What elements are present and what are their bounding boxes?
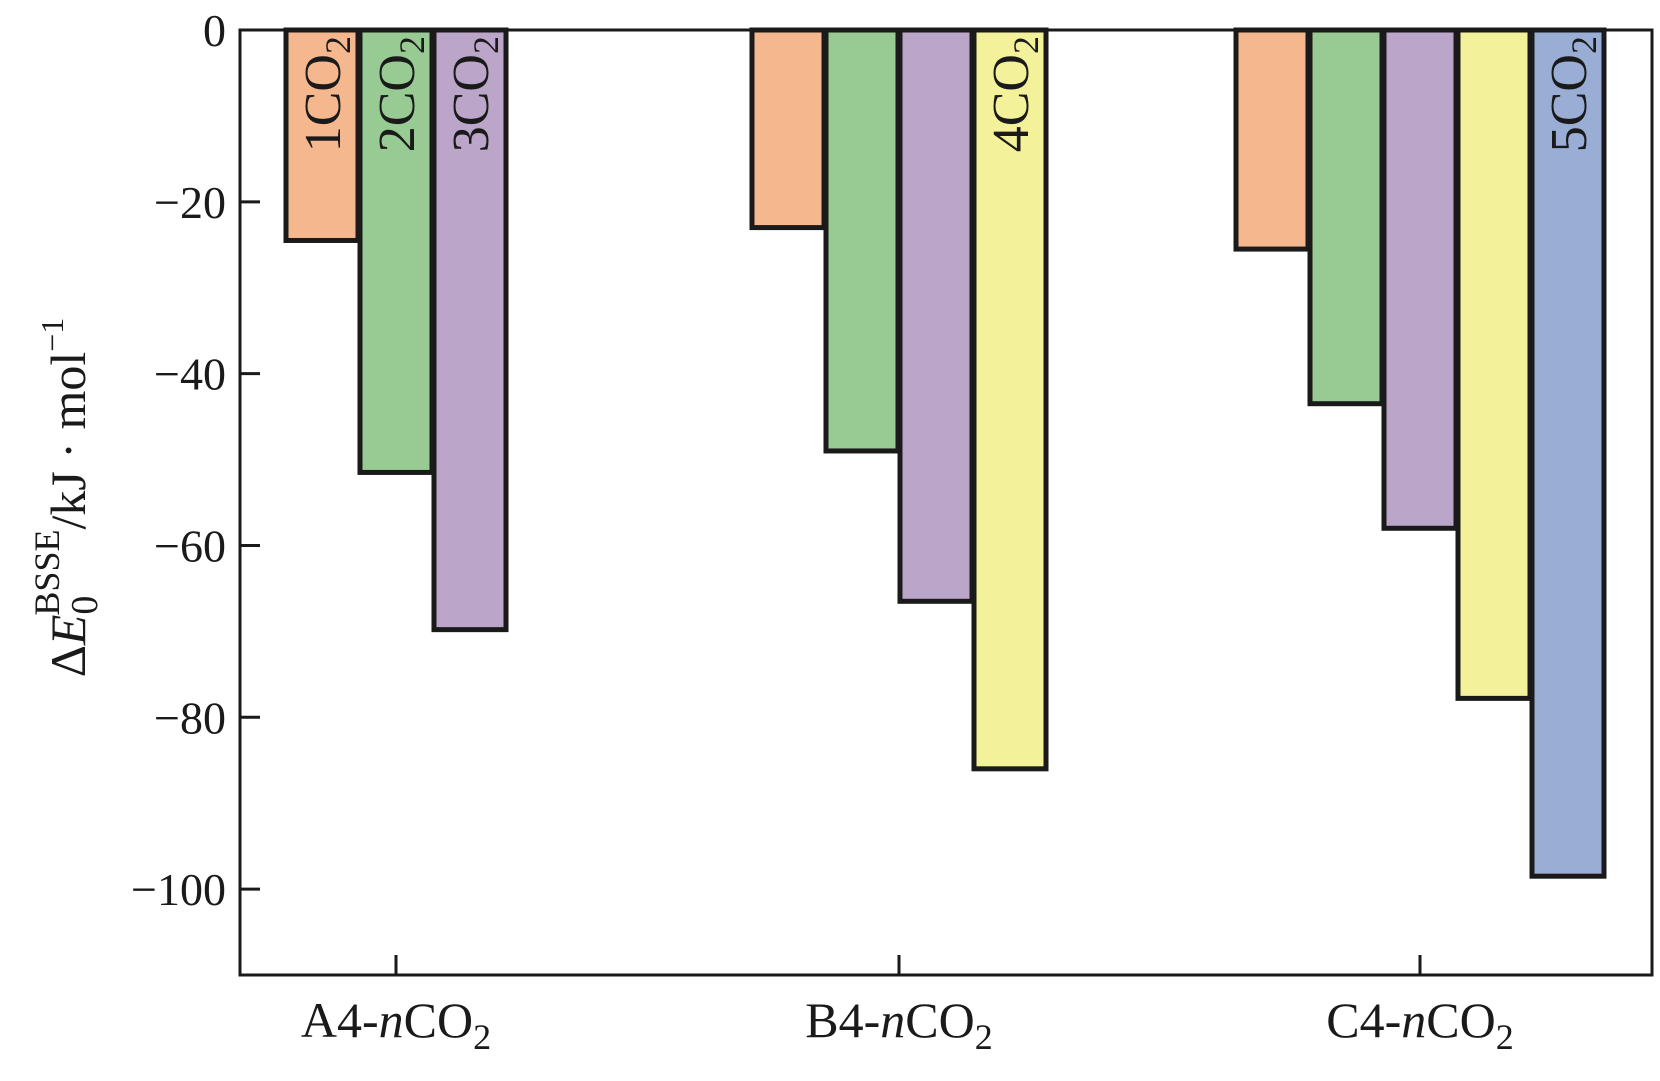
y-tick-label: 0	[203, 5, 226, 56]
x-tick-label: C4-nCO2	[1326, 992, 1513, 1057]
bar-3CO2-3	[1381, 27, 1459, 531]
plot-frame	[238, 28, 1654, 977]
bar-2CO2-1	[357, 27, 435, 475]
bar-label-3CO2: 3CO2	[443, 36, 506, 152]
bar-1CO2-2	[749, 27, 827, 231]
bar-2CO2-3	[1307, 27, 1385, 407]
y-tick-label: −20	[154, 177, 226, 228]
bar-label-1CO2: 1CO2	[295, 36, 358, 152]
y-tick-label: −100	[131, 864, 226, 915]
bar-3CO2-2	[897, 27, 975, 604]
svg-text:1CO2: 1CO2	[295, 36, 358, 152]
bar-2CO2-2	[823, 27, 901, 454]
bar-label-2CO2: 2CO2	[369, 36, 432, 152]
svg-text:4CO2: 4CO2	[983, 36, 1046, 152]
axes-layer	[238, 28, 1654, 977]
y-tick-label: −80	[154, 692, 226, 743]
x-tick-label: A4-nCO2	[301, 992, 491, 1057]
bar-1CO2-1	[283, 27, 361, 243]
x-tick-label: B4-nCO2	[805, 992, 992, 1057]
bar-1CO2-3	[1233, 27, 1311, 252]
bar-4CO2-3	[1455, 27, 1533, 701]
bar-label-5CO2: 5CO2	[1541, 36, 1604, 152]
bar-label-4CO2: 4CO2	[983, 36, 1046, 152]
bar-4CO2-2	[971, 27, 1049, 772]
bars-layer	[283, 27, 1607, 879]
svg-text:5CO2: 5CO2	[1541, 36, 1604, 152]
y-axis-label: ΔE0BSSE/kJ · mol−1	[27, 318, 106, 678]
svg-text:3CO2: 3CO2	[443, 36, 506, 152]
svg-text:2CO2: 2CO2	[369, 36, 432, 152]
y-tick-label: −60	[154, 520, 226, 571]
y-tick-label: −40	[154, 349, 226, 400]
bar-5CO2-3	[1529, 27, 1607, 879]
svg-text:ΔE0BSSE/kJ · mol−1: ΔE0BSSE/kJ · mol−1	[27, 318, 106, 678]
